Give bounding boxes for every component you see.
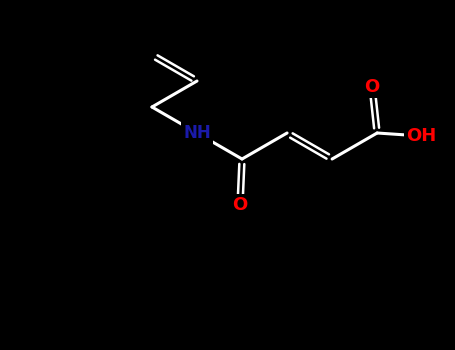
Text: NH: NH	[183, 124, 211, 142]
Text: O: O	[364, 78, 380, 96]
Text: OH: OH	[406, 127, 436, 145]
Text: O: O	[233, 196, 248, 214]
